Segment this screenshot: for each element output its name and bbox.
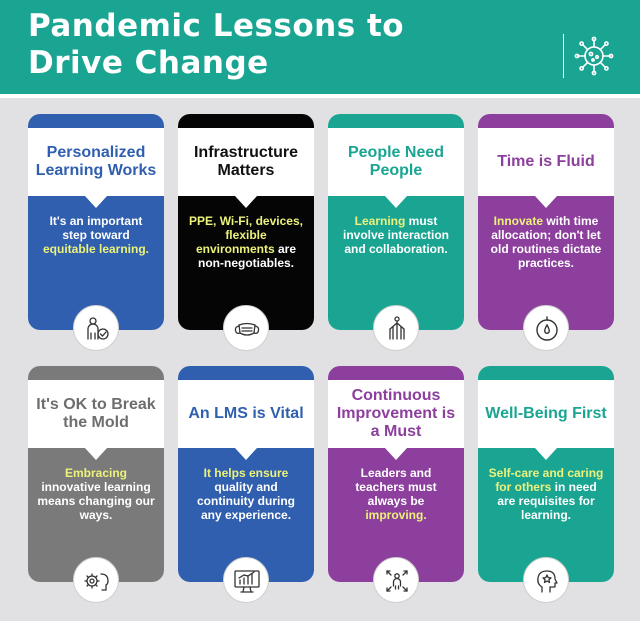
card-well-being-first: Well-Being First Self-care and caring fo…: [478, 366, 614, 582]
card-body-text: are non-negotiables.: [198, 242, 297, 270]
card-body-highlight: Self-care and caring for others: [488, 466, 604, 494]
title-line-1: Pandemic Lessons to: [28, 8, 405, 44]
card-top-band: [328, 114, 464, 128]
card-notch: [385, 196, 407, 208]
card-top-band: [178, 114, 314, 128]
card-notch: [235, 448, 257, 460]
card-body-highlight: improving.: [365, 508, 427, 522]
icon-badge: [73, 305, 119, 351]
card-top-band: [28, 366, 164, 380]
card-title: Personalized Learning Works: [35, 144, 157, 179]
card-people-need-people: People Need People Learning must involve…: [328, 114, 464, 330]
card-lms-is-vital: An LMS is Vital It helps ensure quality …: [178, 366, 314, 582]
card-title: Continuous Improvement is a Must: [336, 387, 456, 440]
card-body: Innovate with time allocation; don't let…: [478, 196, 614, 330]
card-notch: [385, 448, 407, 460]
card-body-highlight: Learning: [354, 214, 406, 228]
card-body-text: quality and continuity during any experi…: [197, 480, 295, 522]
card-notch: [535, 448, 557, 460]
card-notch: [85, 448, 107, 460]
card-time-is-fluid: Time is Fluid Innovate with time allocat…: [478, 114, 614, 330]
card-body-text: Leaders and teachers must always be: [355, 466, 437, 508]
card-body-text: in need are requisites for learning.: [497, 480, 597, 522]
card-body-highlight: Innovate: [493, 214, 543, 228]
card-body-highlight: It helps ensure: [203, 466, 289, 480]
card-personalized-learning: Personalized Learning Works It's an impo…: [28, 114, 164, 330]
card-notch: [535, 196, 557, 208]
card-top-band: [478, 366, 614, 380]
page-title: Pandemic Lessons to Drive Change: [28, 8, 404, 82]
icon-badge: [223, 557, 269, 603]
card-body: It's an important step toward equitable …: [28, 196, 164, 330]
card-top-band: [178, 366, 314, 380]
icon-badge: [373, 305, 419, 351]
head-star-icon: [537, 570, 558, 593]
card-continuous-improvement: Continuous Improvement is a Must Leaders…: [328, 366, 464, 582]
title-line-2: Drive Change: [28, 45, 269, 81]
card-body-highlight: PPE, Wi-Fi, devices, flexible environmen…: [189, 214, 303, 256]
card-notch: [85, 196, 107, 208]
card-body: PPE, Wi-Fi, devices, flexible environmen…: [178, 196, 314, 330]
icon-badge: [523, 557, 569, 603]
card-top-band: [328, 366, 464, 380]
card-title: People Need People: [347, 144, 445, 179]
face-mask-icon: [234, 322, 260, 336]
header-banner: Pandemic Lessons to Drive Change: [0, 0, 640, 98]
card-title: Time is Fluid: [497, 153, 595, 170]
icon-badge: [373, 557, 419, 603]
card-body-text: with time allocation; don't let old rout…: [490, 214, 602, 270]
person-arrows-icon: [386, 570, 408, 592]
card-title: An LMS is Vital: [188, 405, 304, 422]
icon-badge: [223, 305, 269, 351]
card-top-band: [478, 114, 614, 128]
icon-badge: [73, 557, 119, 603]
card-title: Well-Being First: [485, 405, 607, 422]
card-body-highlight: Embracing: [64, 466, 127, 480]
card-body-text: innovative learning means changing our w…: [37, 480, 155, 522]
card-top-band: [28, 114, 164, 128]
card-body-text: It's an important step toward: [49, 214, 143, 242]
people-connected-icon: [389, 316, 405, 340]
virus-icon: [574, 36, 614, 76]
card-body-highlight: equitable learning.: [42, 242, 150, 256]
card-title: It's OK to Break the Mold: [36, 396, 156, 431]
monitor-chart-icon: [234, 570, 260, 593]
icon-badge: [523, 305, 569, 351]
stopwatch-icon: [536, 316, 558, 341]
card-break-the-mold: It's OK to Break the Mold Embracing inno…: [28, 366, 164, 582]
header-divider: [563, 34, 564, 78]
card-title: Infrastructure Matters: [193, 144, 299, 179]
card-body-text: must involve interaction and collaborati…: [342, 214, 450, 256]
card-notch: [235, 196, 257, 208]
person-check-icon: [87, 317, 109, 340]
card-infrastructure: Infrastructure Matters PPE, Wi-Fi, devic…: [178, 114, 314, 330]
gear-person-icon: [84, 573, 109, 591]
